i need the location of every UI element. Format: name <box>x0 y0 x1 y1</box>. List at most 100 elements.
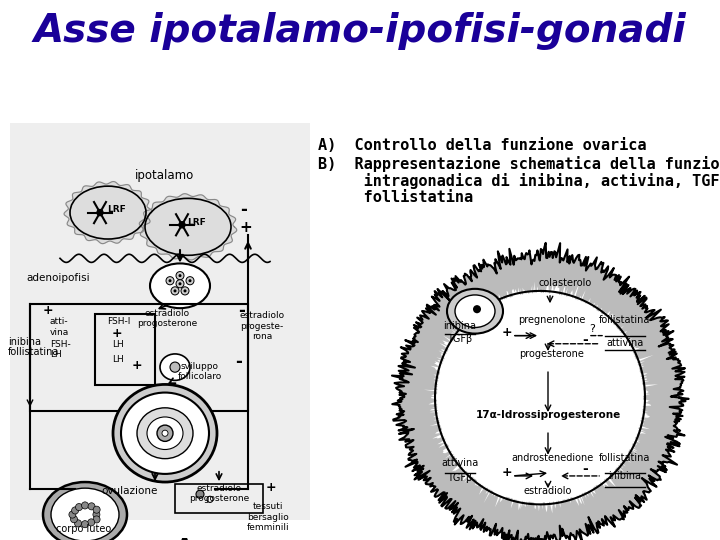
Text: +: + <box>112 327 122 340</box>
Text: adenoipofisi: adenoipofisi <box>26 273 90 283</box>
Circle shape <box>97 210 103 215</box>
Ellipse shape <box>147 417 183 449</box>
Text: follistatina: follistatina <box>599 453 651 463</box>
Circle shape <box>166 276 174 285</box>
Text: inibina: inibina <box>444 321 477 330</box>
Circle shape <box>88 519 95 526</box>
Circle shape <box>170 362 180 372</box>
Ellipse shape <box>137 408 193 458</box>
Circle shape <box>473 305 481 313</box>
Text: +: + <box>239 220 252 235</box>
Text: colasterolo: colasterolo <box>539 278 592 288</box>
Circle shape <box>171 287 179 295</box>
Polygon shape <box>64 181 152 244</box>
Text: -: - <box>235 353 242 371</box>
Text: femminili: femminili <box>247 523 289 532</box>
Circle shape <box>76 503 83 511</box>
Text: inibina: inibina <box>8 337 41 347</box>
Circle shape <box>196 490 204 498</box>
Text: progosterone: progosterone <box>189 494 249 503</box>
Text: +: + <box>132 359 143 372</box>
Text: -: - <box>582 333 588 347</box>
Ellipse shape <box>447 289 503 334</box>
Text: intragonadica di inibina, activina, TGFβ e: intragonadica di inibina, activina, TGFβ… <box>318 173 720 189</box>
Ellipse shape <box>150 264 210 308</box>
Text: LH: LH <box>50 350 62 359</box>
Bar <box>95 314 155 386</box>
Text: LH: LH <box>112 340 124 349</box>
Text: TGFβ: TGFβ <box>447 334 472 344</box>
Text: -: - <box>582 462 588 476</box>
Text: -: - <box>240 201 247 219</box>
Text: estradiolo: estradiolo <box>145 309 189 318</box>
Circle shape <box>81 521 89 528</box>
Text: +: + <box>266 481 276 494</box>
Text: ?: ? <box>589 323 595 334</box>
Text: FSH-I: FSH-I <box>107 318 130 327</box>
Circle shape <box>69 511 76 518</box>
Bar <box>175 484 263 512</box>
Text: -: - <box>238 302 245 320</box>
Text: ipotalamo: ipotalamo <box>135 169 194 182</box>
Ellipse shape <box>51 488 119 540</box>
Text: follistatina: follistatina <box>318 190 473 205</box>
Text: sviluppo: sviluppo <box>181 362 219 371</box>
Text: pregnenolone: pregnenolone <box>518 315 585 326</box>
Circle shape <box>162 430 168 436</box>
Text: progesterone: progesterone <box>520 349 585 359</box>
Text: inibina: inibina <box>608 471 642 481</box>
Circle shape <box>71 516 78 523</box>
Ellipse shape <box>43 482 127 540</box>
Ellipse shape <box>121 393 209 474</box>
Circle shape <box>437 293 643 502</box>
Polygon shape <box>139 194 237 260</box>
Text: estradiolo: estradiolo <box>524 486 572 496</box>
Text: androstenedione: androstenedione <box>511 453 593 463</box>
Circle shape <box>88 503 95 510</box>
Bar <box>30 304 248 411</box>
Text: follicolaro: follicolaro <box>178 373 222 381</box>
Text: progeste-: progeste- <box>240 321 284 330</box>
Text: +: + <box>43 304 53 318</box>
Text: LRF: LRF <box>107 205 127 214</box>
Circle shape <box>184 289 186 292</box>
Text: estradiolo: estradiolo <box>197 484 242 493</box>
Text: corpo luteo: corpo luteo <box>56 524 112 534</box>
Circle shape <box>81 502 89 509</box>
Text: FSH-: FSH- <box>50 340 71 349</box>
Circle shape <box>181 287 189 295</box>
Text: tessuti: tessuti <box>253 503 283 511</box>
Text: rona: rona <box>252 332 272 341</box>
Circle shape <box>179 274 181 277</box>
Text: 17α-Idrossiprogesterone: 17α-Idrossiprogesterone <box>475 410 621 420</box>
Circle shape <box>186 276 194 285</box>
Text: B: B <box>531 538 549 540</box>
Text: bersaglio: bersaglio <box>247 512 289 522</box>
Circle shape <box>179 222 185 228</box>
Text: B)  Rappresentazione schematica della funzione: B) Rappresentazione schematica della fun… <box>318 156 720 172</box>
Circle shape <box>174 289 176 292</box>
Circle shape <box>93 506 100 513</box>
Bar <box>10 123 310 519</box>
Text: follistatina: follistatina <box>599 315 651 326</box>
Text: +: + <box>502 466 513 479</box>
Text: atti-: atti- <box>50 318 68 327</box>
Circle shape <box>179 282 181 285</box>
Circle shape <box>189 279 192 282</box>
Text: ovulazione: ovulazione <box>102 486 158 496</box>
Circle shape <box>207 496 213 502</box>
Circle shape <box>176 272 184 280</box>
Circle shape <box>176 280 184 288</box>
Ellipse shape <box>160 354 190 380</box>
Text: Asse ipotalamo-ipofisi-gonadi: Asse ipotalamo-ipofisi-gonadi <box>34 12 686 50</box>
Ellipse shape <box>455 295 495 327</box>
Circle shape <box>157 425 173 441</box>
Text: A)  Controllo della funzione ovarica: A) Controllo della funzione ovarica <box>318 138 647 153</box>
Circle shape <box>71 507 78 514</box>
Text: LRF: LRF <box>186 218 205 227</box>
Text: A: A <box>176 538 194 540</box>
Text: LH: LH <box>112 355 124 364</box>
PathPatch shape <box>392 243 688 540</box>
Text: +: + <box>502 326 513 339</box>
Circle shape <box>93 516 100 523</box>
